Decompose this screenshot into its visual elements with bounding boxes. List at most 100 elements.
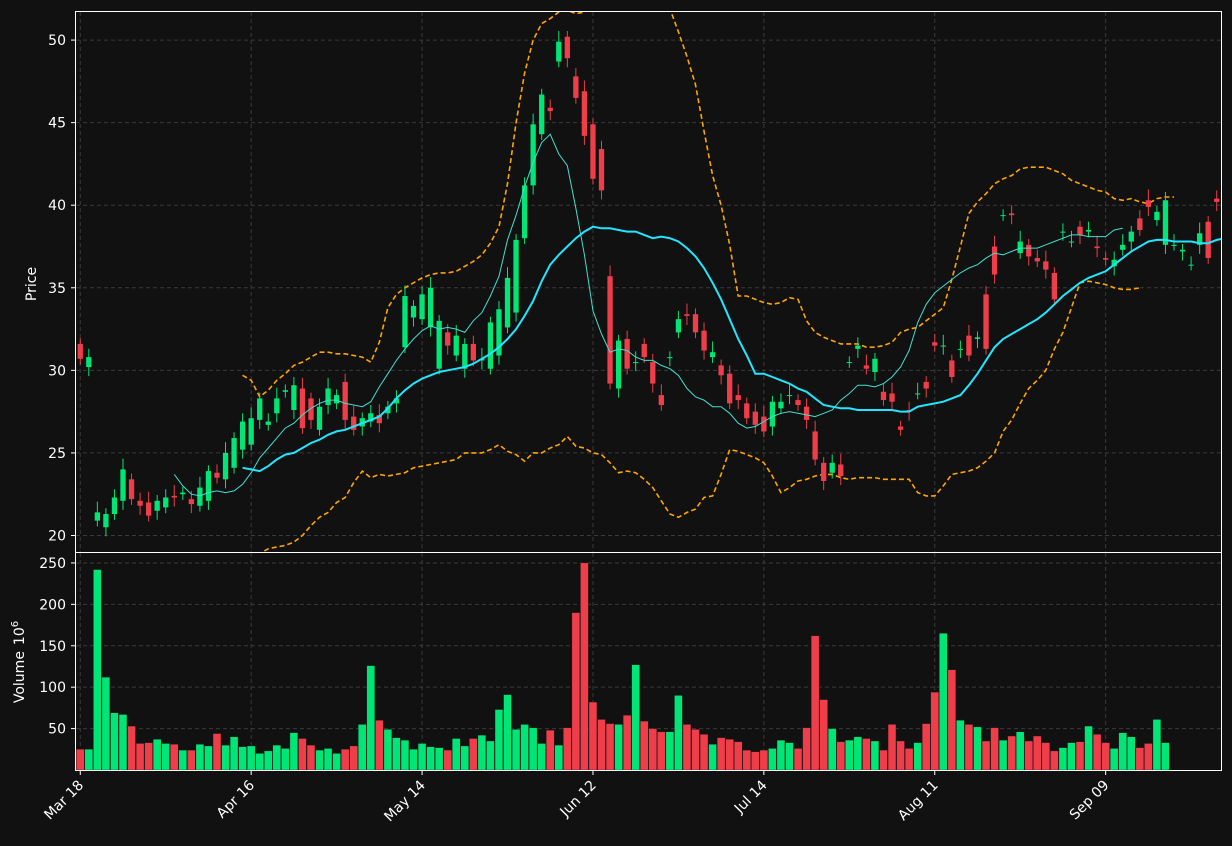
volume-bar [195, 744, 204, 771]
candle-body [419, 294, 425, 320]
volume-bar [922, 723, 931, 771]
volume-bar [255, 753, 264, 771]
price-tick-label: 45 [48, 116, 66, 132]
volume-bar [477, 735, 486, 771]
volume-bar [896, 740, 905, 771]
candle [607, 265, 613, 390]
candle [1188, 256, 1194, 271]
volume-bar [887, 724, 897, 771]
candle-body [932, 342, 938, 346]
candle [727, 365, 733, 410]
candle-body [812, 431, 818, 460]
volume-tick-label: 250 [39, 556, 66, 572]
volume-bar [178, 749, 187, 771]
candle [701, 322, 707, 360]
volume-bar [537, 743, 546, 771]
candle-body [145, 502, 152, 516]
candle [231, 432, 237, 474]
candle [487, 316, 494, 375]
candle-body [556, 41, 562, 62]
candle-body [1188, 264, 1194, 266]
volume-bar [1007, 735, 1016, 771]
candle-body [462, 343, 468, 369]
volume-bar [452, 738, 461, 771]
volume-bar [862, 738, 871, 771]
candle [205, 465, 212, 510]
volume-bar [793, 748, 803, 771]
candle-body [1060, 231, 1066, 233]
candle [897, 420, 904, 436]
candle [1145, 189, 1152, 216]
candle [385, 400, 391, 420]
volume-bar [118, 714, 128, 771]
candle-body [171, 495, 177, 498]
volume-bar [238, 746, 247, 771]
volume-bar [520, 724, 529, 771]
candle [675, 310, 682, 339]
candle-body [385, 406, 391, 414]
volume-bar [708, 744, 717, 771]
volume-bar [956, 720, 965, 771]
candle [1214, 190, 1220, 211]
volume-bar [153, 739, 162, 771]
candle-body [983, 294, 989, 349]
candle-body [915, 393, 921, 395]
candle-body [1068, 241, 1075, 243]
volume-bar [870, 740, 880, 771]
volume-bar [503, 694, 512, 771]
candle-body [410, 305, 417, 318]
volume-bar [691, 729, 700, 771]
candle [333, 389, 340, 410]
candle-body [684, 314, 690, 316]
volume-bar [571, 612, 580, 771]
candle [445, 324, 451, 355]
candle [590, 118, 596, 185]
candle-body [829, 462, 835, 473]
candle [991, 235, 998, 284]
candle-body [111, 497, 118, 515]
candle [248, 407, 254, 451]
candle [436, 315, 442, 375]
candle [128, 473, 135, 505]
candle-body [863, 365, 870, 369]
candle [530, 113, 536, 195]
candle [1017, 230, 1023, 259]
candle-body [1128, 231, 1134, 242]
price-tick-label: 25 [48, 446, 66, 462]
volume-bar [973, 726, 982, 771]
candle-body [940, 345, 946, 347]
candle-body [496, 309, 502, 356]
candle-body [966, 335, 972, 356]
candle-body [299, 388, 306, 429]
candle [197, 476, 203, 512]
candle-body [1102, 258, 1109, 260]
candle [453, 324, 459, 362]
candle [1205, 215, 1211, 264]
volume-bar [580, 562, 589, 771]
candle-body [701, 330, 707, 351]
volume-axis-label: Volume 106 [10, 621, 28, 703]
price-tick-label: 40 [48, 198, 66, 214]
bollinger-bands [242, 12, 1174, 552]
candle [1137, 210, 1143, 236]
candle-body [1154, 211, 1160, 221]
volume-bar [1067, 742, 1076, 771]
volume-bar [460, 745, 469, 771]
candle-body [735, 395, 741, 401]
candle-body [1085, 229, 1092, 232]
price-tick-label: 20 [48, 528, 66, 544]
candle [718, 359, 724, 385]
candle [1162, 192, 1169, 254]
volume-bar [742, 749, 751, 771]
volume-bar [358, 724, 367, 771]
candle [684, 303, 690, 325]
volume-bar [597, 719, 606, 771]
candle-body [282, 390, 288, 392]
volume-bar [913, 742, 922, 771]
candle-body [598, 149, 605, 191]
candle-body [205, 471, 212, 501]
candle [838, 453, 844, 486]
volume-bar [853, 736, 862, 771]
volume-bar [93, 569, 102, 771]
candle-body [872, 358, 878, 372]
